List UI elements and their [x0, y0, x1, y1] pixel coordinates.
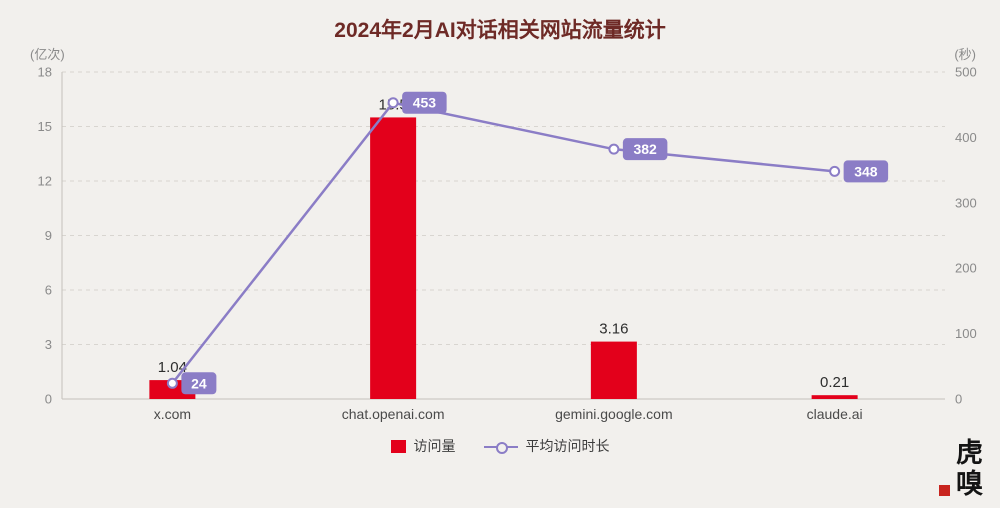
- left-axis-tick: 12: [38, 174, 52, 189]
- duration-badge: [843, 160, 889, 183]
- bar-value-label: 1.04: [158, 359, 187, 376]
- duration-line: [171, 101, 835, 385]
- right-axis-tick: 300: [955, 195, 977, 210]
- category-label: x.com: [154, 406, 191, 422]
- chart-legend: 访问量 平均访问时长: [0, 436, 1000, 456]
- duration-badge-label: 382: [633, 141, 657, 157]
- duration-badge: [622, 138, 668, 161]
- category-label: chat.openai.com: [342, 406, 445, 422]
- chart-title: 2024年2月AI对话相关网站流量统计: [334, 19, 666, 42]
- duration-badge-label: 453: [413, 95, 437, 111]
- duration-badge-label: 24: [191, 375, 207, 391]
- bar-claude.ai: [811, 395, 858, 399]
- duration-badge: [181, 372, 217, 395]
- line-marker: [166, 377, 178, 389]
- left-axis-tick: 0: [45, 392, 52, 407]
- bar-gemini.google.com: [590, 341, 637, 399]
- right-axis-tick: 0: [955, 392, 962, 407]
- right-axis-tick: 400: [955, 130, 977, 145]
- right-axis-unit: (秒): [954, 47, 976, 62]
- line-series-swatch-icon: [483, 440, 518, 454]
- seal-icon: [939, 485, 950, 496]
- left-axis-tick: 18: [38, 65, 52, 80]
- duration-badge: [402, 91, 447, 114]
- right-axis-tick: 100: [955, 326, 977, 341]
- line-marker: [387, 97, 399, 109]
- left-axis-tick: 3: [45, 337, 52, 352]
- legend-item-visits: 访问量: [390, 436, 456, 456]
- left-axis-unit: (亿次): [30, 47, 65, 62]
- category-label: gemini.google.com: [555, 406, 673, 422]
- legend-line-label: 平均访问时长: [525, 438, 610, 454]
- line-marker: [608, 143, 620, 155]
- huxiu-logo: 虎嗅: [939, 434, 982, 500]
- left-axis-tick: 15: [38, 119, 52, 134]
- line-marker: [829, 165, 841, 177]
- left-axis-tick: 6: [45, 283, 52, 298]
- watermark-text: 虎嗅: [951, 438, 982, 500]
- right-axis-tick: 200: [955, 261, 977, 276]
- left-axis-tick: 9: [45, 228, 52, 243]
- bar-series-swatch-icon: [390, 439, 406, 453]
- bar-value-label: 0.21: [820, 374, 849, 391]
- bar-chat.openai.com: [370, 117, 417, 400]
- bar-value-label: 3.16: [599, 321, 628, 338]
- right-axis-tick: 500: [955, 65, 977, 80]
- duration-badge-label: 348: [854, 163, 878, 179]
- legend-bar-label: 访问量: [413, 438, 456, 454]
- legend-item-duration: 平均访问时长: [483, 436, 610, 456]
- category-label: claude.ai: [807, 406, 863, 422]
